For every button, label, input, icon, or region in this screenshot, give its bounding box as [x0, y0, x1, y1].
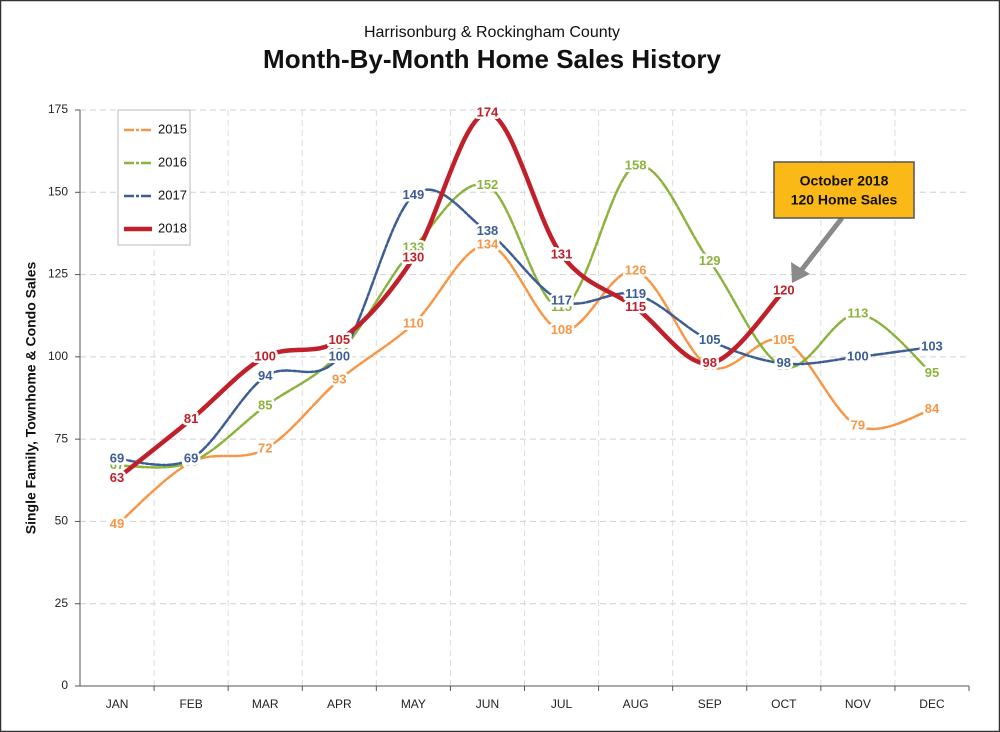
- y-tick-label: 25: [55, 596, 69, 610]
- data-label: 69: [110, 450, 124, 465]
- data-label: 131: [551, 246, 573, 261]
- data-label: 138: [477, 223, 499, 238]
- series-line: [115, 243, 934, 526]
- data-label: 115: [551, 299, 572, 314]
- y-tick-label: 50: [55, 514, 69, 528]
- data-label: 93: [332, 371, 346, 386]
- data-label: 49: [110, 516, 124, 531]
- data-label: 149: [403, 187, 425, 202]
- data-label: 97: [702, 358, 716, 373]
- annotation-line: 120 Home Sales: [791, 192, 898, 208]
- data-label: 68: [184, 454, 198, 469]
- x-tick-label: MAY: [401, 697, 426, 711]
- data-label: 158: [625, 157, 647, 172]
- data-label: 105: [328, 332, 350, 347]
- annotation-line: October 2018: [800, 173, 889, 189]
- lines: [114, 111, 934, 526]
- data-label: 95: [925, 365, 939, 380]
- data-label: 119: [625, 286, 646, 301]
- data-label: 120: [773, 282, 795, 297]
- x-tick-label: APR: [327, 697, 352, 711]
- chart-subtitle: Harrisonburg & Rockingham County: [364, 24, 620, 41]
- annotation-box: [773, 161, 915, 219]
- data-label: 152: [477, 177, 499, 192]
- x-tick-label: JAN: [106, 697, 129, 711]
- data-label: 115: [625, 299, 646, 314]
- x-tick-label: SEP: [698, 697, 722, 711]
- data-label: 133: [403, 240, 425, 255]
- data-label: 100: [847, 348, 869, 363]
- data-label: 69: [184, 450, 198, 465]
- data-label: 85: [258, 398, 272, 413]
- data-label: 84: [925, 401, 940, 416]
- data-label: 98: [702, 355, 716, 370]
- data-label: 130: [403, 250, 425, 265]
- y-tick-label: 75: [55, 431, 69, 445]
- y-tick-label: 175: [48, 102, 68, 116]
- data-label: 63: [110, 470, 124, 485]
- data-label: 108: [551, 322, 573, 337]
- data-label: 105: [699, 332, 721, 347]
- data-label: 174: [477, 105, 499, 120]
- x-tick-label: MAR: [252, 697, 279, 711]
- data-label: 67: [110, 457, 124, 472]
- data-label: 81: [184, 411, 198, 426]
- x-tick-label: JUN: [476, 697, 499, 711]
- data-label: 101: [328, 345, 350, 360]
- data-label: 110: [403, 315, 424, 330]
- data-label: 117: [551, 292, 572, 307]
- annotation-arrow: [798, 216, 844, 274]
- data-label: 68: [184, 454, 198, 469]
- legend-label: 2015: [158, 121, 187, 136]
- data-label: 100: [328, 348, 350, 363]
- x-tick-label: JUL: [551, 697, 573, 711]
- y-tick-label: 100: [48, 349, 68, 363]
- data-label: 97: [777, 358, 791, 373]
- legend-box: [117, 109, 191, 246]
- data-label: 113: [847, 306, 868, 321]
- data-label: 79: [851, 417, 865, 432]
- x-tick-label: AUG: [623, 697, 649, 711]
- data-label: 72: [258, 440, 272, 455]
- data-label: 105: [773, 332, 795, 347]
- x-tick-label: NOV: [845, 697, 871, 711]
- data-label: 100: [254, 348, 276, 363]
- legend-label: 2016: [158, 154, 187, 169]
- legend-label: 2018: [158, 220, 187, 235]
- legend: 2015 2016 2017 2018: [124, 121, 187, 235]
- y-tick-label: 0: [61, 678, 68, 692]
- y-tick-label: 125: [48, 267, 68, 281]
- annotation-arrowhead: [791, 262, 810, 283]
- chart-title: Month-By-Month Home Sales History: [263, 44, 721, 74]
- y-axis-label: Single Family, Townhome & Condo Sales: [23, 262, 39, 535]
- data-label: 126: [625, 263, 647, 278]
- legend-label: 2017: [158, 187, 187, 202]
- series-line: [115, 188, 934, 467]
- data-label: 129: [699, 253, 721, 268]
- grid: 0 25 50 75 100 125 150 175 JAN FEB MAR APR MAY JUN JUL…: [48, 102, 970, 711]
- data-label: 94: [258, 368, 273, 383]
- data-label: 103: [921, 338, 943, 353]
- series-line: [115, 164, 934, 469]
- series-line: [114, 111, 787, 481]
- x-tick-label: OCT: [771, 697, 797, 711]
- data-label: 98: [777, 355, 791, 370]
- data-label: 134: [477, 236, 499, 251]
- y-tick-label: 150: [48, 184, 68, 198]
- x-tick-label: FEB: [179, 697, 202, 711]
- x-tick-label: DEC: [919, 697, 945, 711]
